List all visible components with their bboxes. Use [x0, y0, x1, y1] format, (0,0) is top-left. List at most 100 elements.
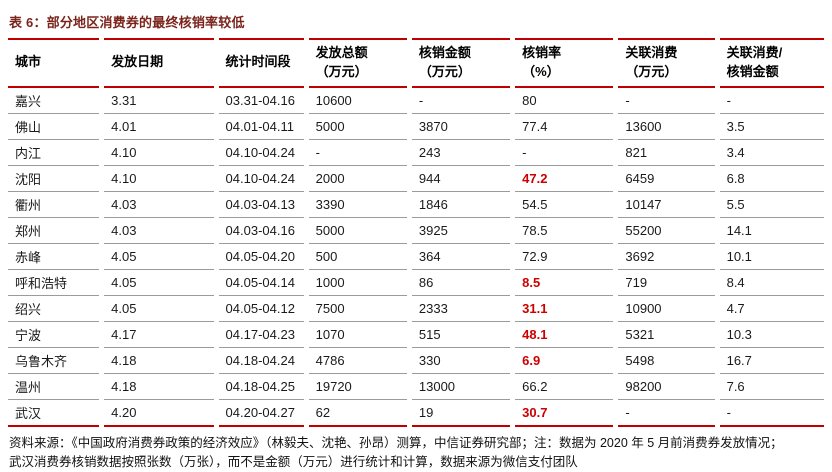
table-row: 绍兴 4.05 04.05-04.12 7500 2333 31.1 10900 4.7 [8, 296, 824, 322]
cell-rate: - [515, 140, 614, 166]
cell-rate: 77.4 [515, 114, 614, 140]
cell-issued: 3390 [308, 192, 407, 218]
table-row: 武汉 4.20 04.20-04.27 62 19 30.7- - [8, 400, 824, 427]
cell-period: 04.03-04.16 [218, 218, 304, 244]
col-header-city: 城市 [8, 38, 100, 88]
cell-issue-date: 4.05 [104, 296, 214, 322]
cell-ratio: 6.8 [719, 166, 824, 192]
col-header-line1: 核销率 [522, 45, 562, 60]
cell-consumption: 3692 [618, 244, 715, 270]
table-row: 衢州 4.03 04.03-04.13 3390 1846 54.5 10147 5.5 [8, 192, 824, 218]
cell-issue-date: 4.20 [104, 400, 214, 427]
cell-issued: 2000 [308, 166, 407, 192]
col-header-line2: （%） [522, 63, 560, 79]
cell-city: 宁波 [8, 322, 100, 348]
cell-issued: 10600 [308, 88, 407, 114]
cell-ratio: 10.1 [719, 244, 824, 270]
table-row: 内江 4.10 04.10-04.24-243-821 3.4 [8, 140, 824, 166]
cell-issue-date: 4.05 [104, 270, 214, 296]
cell-consumption: 821 [618, 140, 715, 166]
cell-redeemed: 944 [411, 166, 511, 192]
cell-ratio: - [719, 88, 824, 114]
cell-issue-date: 4.18 [104, 374, 214, 400]
cell-period: 04.03-04.13 [218, 192, 304, 218]
cell-issued: 5000 [308, 218, 407, 244]
table-body: 嘉兴 3.31 03.31-04.16 10600-80- - 佛山 4.01 04.01-0… [8, 88, 824, 427]
table-row: 乌鲁木齐 4.18 04.18-04.24 4786 330 6.9 5498 16.7 [8, 348, 824, 374]
col-header-consumption-ratio: 关联消费/ 核销金额 [719, 38, 824, 88]
col-header-line2: （万元） [625, 63, 678, 79]
table-row: 赤峰 4.05 04.05-04.20 500 364 72.9 3692 10.1 [8, 244, 824, 270]
cell-period: 04.10-04.24 [218, 140, 304, 166]
cell-city: 衢州 [8, 192, 100, 218]
cell-issue-date: 4.01 [104, 114, 214, 140]
cell-rate: 8.5 [515, 270, 614, 296]
cell-issue-date: 4.17 [104, 322, 214, 348]
cell-rate: 54.5 [515, 192, 614, 218]
cell-redeemed: 243 [411, 140, 511, 166]
cell-ratio: 7.6 [719, 374, 824, 400]
cell-ratio: 16.7 [719, 348, 824, 374]
cell-issued: - [308, 140, 407, 166]
cell-issue-date: 4.10 [104, 140, 214, 166]
table-row: 温州 4.18 04.18-04.25 19720 13000 66.2 98200 7.6 [8, 374, 824, 400]
cell-redeemed: 3870 [411, 114, 511, 140]
table-row: 宁波 4.17 04.17-04.23 1070 515 48.1 5321 10.3 [8, 322, 824, 348]
cell-issue-date: 4.05 [104, 244, 214, 270]
cell-period: 04.05-04.12 [218, 296, 304, 322]
cell-redeemed: - [411, 88, 511, 114]
cell-issued: 4786 [308, 348, 407, 374]
table-title: 表 6：部分地区消费券的最终核销率较低 [9, 15, 245, 30]
cell-rate: 66.2 [515, 374, 614, 400]
source-note-line2: 武汉消费券核销数据按照张数（万张），而不是金额（万元）进行统计和计算，数据来源为… [9, 455, 578, 470]
cell-redeemed: 1846 [411, 192, 511, 218]
cell-ratio: 4.7 [719, 296, 824, 322]
cell-issued: 7500 [308, 296, 407, 322]
cell-issued: 19720 [308, 374, 407, 400]
cell-redeemed: 3925 [411, 218, 511, 244]
cell-period: 03.31-04.16 [218, 88, 304, 114]
cell-issued: 1070 [308, 322, 407, 348]
cell-issued: 5000 [308, 114, 407, 140]
cell-period: 04.18-04.24 [218, 348, 304, 374]
cell-period: 04.05-04.20 [218, 244, 304, 270]
cell-issue-date: 4.03 [104, 218, 214, 244]
cell-rate: 80 [515, 88, 614, 114]
col-header-line1: 关联消费 [625, 45, 678, 60]
cell-city: 武汉 [8, 400, 100, 427]
col-header-redemption-rate: 核销率 （%） [515, 38, 614, 88]
cell-issue-date: 4.10 [104, 166, 214, 192]
cell-issue-date: 4.18 [104, 348, 214, 374]
col-header-line1: 统计时间段 [225, 54, 291, 70]
cell-city: 佛山 [8, 114, 100, 140]
cell-redeemed: 515 [411, 322, 511, 348]
col-header-issued-amount: 发放总额 （万元） [308, 38, 407, 88]
cell-rate: 6.9 [515, 348, 614, 374]
cell-redeemed: 86 [411, 270, 511, 296]
cell-rate: 47.2 [515, 166, 614, 192]
cell-ratio: 3.4 [719, 140, 824, 166]
col-header-redeemed-amount: 核销金额 （万元） [411, 38, 511, 88]
cell-consumption: 719 [618, 270, 715, 296]
cell-period: 04.05-04.14 [218, 270, 304, 296]
cell-redeemed: 2333 [411, 296, 511, 322]
col-header-linked-consumption: 关联消费 （万元） [618, 38, 715, 88]
cell-ratio: 10.3 [719, 322, 824, 348]
voucher-redemption-table: 城市 发放日期 统计时间段 发放总额 （万元） 核销金额 （万元） [3, 38, 829, 427]
cell-city: 赤峰 [8, 244, 100, 270]
cell-consumption: - [618, 400, 715, 427]
cell-consumption: 55200 [618, 218, 715, 244]
cell-consumption: - [618, 88, 715, 114]
col-header-line2: （万元） [418, 63, 471, 79]
col-header-line1: 核销金额 [418, 45, 471, 60]
cell-city: 内江 [8, 140, 100, 166]
cell-issue-date: 4.03 [104, 192, 214, 218]
cell-ratio: 5.5 [719, 192, 824, 218]
col-header-line2: 核销金额 [726, 63, 779, 79]
col-header-line1: 关联消费/ [726, 45, 783, 60]
cell-rate: 48.1 [515, 322, 614, 348]
table-row: 佛山 4.01 04.01-04.11 5000 3870 77.4 13600 3.5 [8, 114, 824, 140]
cell-city: 乌鲁木齐 [8, 348, 100, 374]
cell-consumption: 10147 [618, 192, 715, 218]
